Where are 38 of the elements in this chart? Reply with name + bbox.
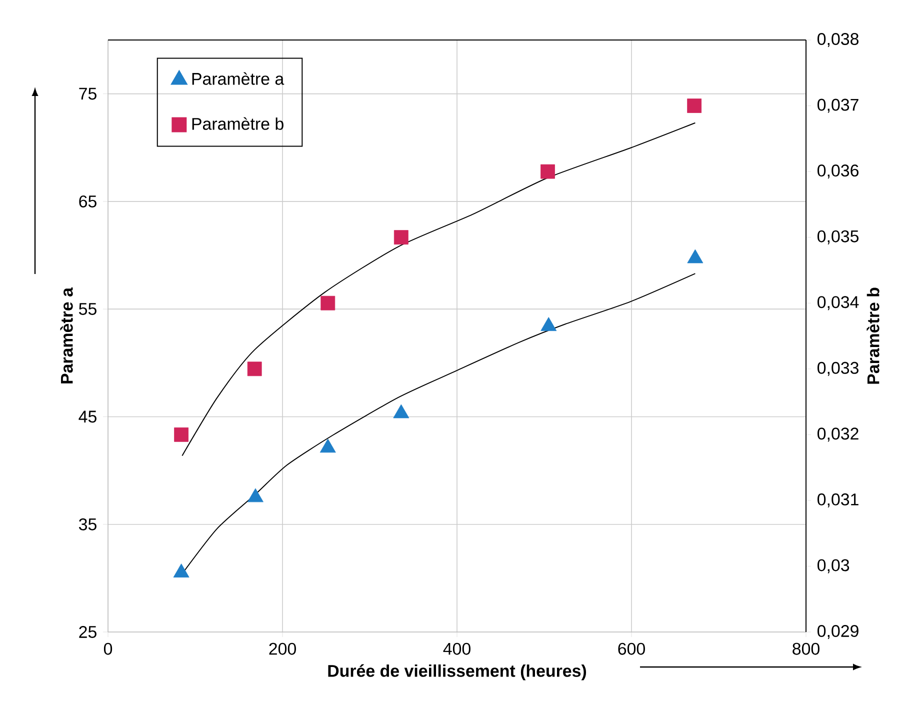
point bbox=[687, 249, 704, 264]
x-tick-label: 600 bbox=[618, 642, 645, 655]
point bbox=[320, 296, 336, 310]
y-tick-label: 65 bbox=[79, 195, 96, 208]
point bbox=[540, 164, 555, 179]
x-tick-label: 400 bbox=[443, 642, 470, 655]
legend-label: Paramètre b bbox=[192, 117, 284, 130]
y2-tick-label: 0,029 bbox=[818, 624, 858, 639]
y2-tick-label: 0,03 bbox=[818, 559, 850, 574]
x-tick-label: 0 bbox=[104, 642, 112, 655]
y2-tick-label: 0,037 bbox=[818, 98, 858, 113]
point bbox=[394, 230, 408, 245]
y-tick-label: 75 bbox=[79, 88, 96, 100]
y2-tick-label: 0,031 bbox=[818, 493, 858, 508]
y2-tick-label: 0,035 bbox=[818, 230, 859, 244]
point bbox=[320, 438, 336, 453]
point bbox=[247, 362, 262, 376]
y2-tick-label: 0,032 bbox=[818, 428, 858, 442]
y-tick-label: 55 bbox=[79, 303, 96, 315]
y-tick-label: 35 bbox=[78, 518, 96, 530]
point bbox=[393, 404, 410, 418]
legend-label: Paramètre a bbox=[192, 72, 284, 85]
point bbox=[687, 98, 702, 113]
point bbox=[247, 488, 264, 502]
y-tick-label: 45 bbox=[78, 410, 96, 423]
point bbox=[174, 427, 188, 442]
x-tick-label: 200 bbox=[269, 642, 296, 655]
y2-tick-label: 0,038 bbox=[818, 32, 858, 47]
y2-tick-label: 0,036 bbox=[818, 164, 858, 179]
x-axis-title: Durée de vieillissement (heures) bbox=[328, 664, 586, 680]
x-tick-label: 800 bbox=[792, 642, 820, 655]
point bbox=[173, 564, 190, 578]
y2-axis-title: Paramètre b bbox=[866, 288, 880, 384]
y2-tick-label: 0,033 bbox=[818, 362, 858, 376]
y2-tick-label: 0,034 bbox=[818, 296, 859, 310]
y-tick-label: 25 bbox=[79, 626, 96, 638]
y-axis-title: Paramètre a bbox=[60, 287, 73, 384]
point bbox=[540, 317, 557, 331]
